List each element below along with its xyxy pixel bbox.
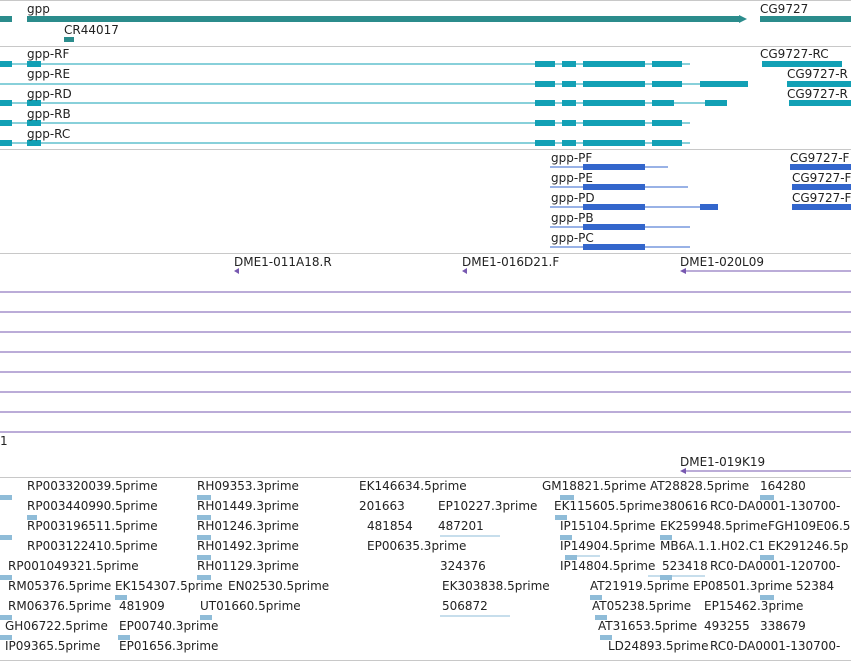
est-label: EP00635.3prime: [367, 539, 467, 553]
est-label: 481909: [119, 599, 165, 613]
est-label: 52384: [796, 579, 835, 593]
track-separator: [0, 149, 851, 150]
est-label: 380616: [662, 499, 708, 513]
est-label: RH09353.3prime: [197, 479, 299, 493]
est-label: IP14904.5prime: [560, 539, 656, 553]
est-label: GH06722.5prime: [5, 619, 108, 633]
est-label: RC0-DA0001-130700-: [710, 499, 841, 513]
protein-label: CG9727-F: [792, 191, 851, 205]
clone-index-label: 1: [0, 434, 8, 448]
gene-label: CG9727: [760, 2, 809, 16]
est-label: IP09365.5prime: [5, 639, 101, 653]
est-label: 201663: [359, 499, 405, 513]
est-label: FGH109E06.5: [768, 519, 851, 533]
transcript-label: gpp-RF: [27, 47, 70, 61]
est-label: EP00740.3prime: [119, 619, 219, 633]
est-label: RP003440990.5prime: [27, 499, 158, 513]
protein-track-features: [550, 164, 851, 250]
est-label: AT28828.5prime: [650, 479, 750, 493]
est-label: EP15462.3prime: [704, 599, 804, 613]
est-label: 481854: [367, 519, 413, 533]
gene-feature-gpp[interactable]: [0, 16, 12, 22]
protein-label: gpp-PC: [551, 231, 594, 245]
est-label: RP003196511.5prime: [27, 519, 158, 533]
est-label: 487201: [438, 519, 484, 533]
est-label: EK303838.5prime: [442, 579, 550, 593]
clone-track-features: [0, 268, 851, 474]
est-track-features: [0, 495, 774, 640]
est-label: RP003320039.5prime: [27, 479, 158, 493]
est-label: EK146634.5prime: [359, 479, 467, 493]
transcript-label: CG9727-RC: [760, 47, 829, 61]
est-label: EN02530.5prime: [228, 579, 330, 593]
gene-feature-cr44017[interactable]: [64, 37, 74, 42]
transcript-label: CG9727-R: [787, 67, 848, 81]
est-label: EP08501.3prime: [693, 579, 793, 593]
track-separator: [0, 46, 851, 47]
est-label: RH01129.3prime: [197, 559, 299, 573]
est-label: IP15104.5prime: [560, 519, 656, 533]
protein-label: gpp-PF: [551, 151, 593, 165]
protein-label: CG9727-F: [792, 171, 851, 185]
est-label: EP10227.3prime: [438, 499, 538, 513]
est-label: AT21919.5prime: [590, 579, 690, 593]
transcript-track-features: [0, 61, 851, 146]
est-label: 338679: [760, 619, 806, 633]
est-label: RH01492.3prime: [197, 539, 299, 553]
est-label: RM05376.5prime: [8, 579, 112, 593]
est-label: AT31653.5prime: [598, 619, 698, 633]
est-label: RC0-DA0001-130700-: [710, 639, 841, 653]
est-label: GM18821.5prime: [542, 479, 647, 493]
est-label: 523418: [662, 559, 708, 573]
est-label: EK154307.5prime: [115, 579, 223, 593]
est-label: RP003122410.5prime: [27, 539, 158, 553]
transcript-label: CG9727-R: [787, 87, 848, 101]
est-label: RC0-DA0001-120700-: [710, 559, 841, 573]
est-label: 324376: [440, 559, 486, 573]
est-label: EK259948.5prime: [660, 519, 768, 533]
est-label: RM06376.5prime: [8, 599, 112, 613]
track-separator: [0, 253, 851, 254]
est-label: 506872: [442, 599, 488, 613]
est-label: RH01246.3prime: [197, 519, 299, 533]
clone-label: DME1-020L09: [680, 255, 764, 269]
gene-feature-gpp[interactable]: [27, 16, 739, 22]
est-label: UT01660.5prime: [200, 599, 301, 613]
transcript-label: gpp-RE: [27, 67, 71, 81]
protein-label: gpp-PB: [551, 211, 594, 225]
est-label: AT05238.5prime: [592, 599, 692, 613]
est-label: EP01656.3prime: [119, 639, 219, 653]
est-label: LD24893.5prime: [608, 639, 709, 653]
protein-label: gpp-PE: [551, 171, 593, 185]
gene-feature-cg9727[interactable]: [760, 16, 851, 22]
transcript-label: gpp-RB: [27, 107, 71, 121]
est-label: 493255: [704, 619, 750, 633]
est-label: RH01449.3prime: [197, 499, 299, 513]
transcript-label: gpp-RC: [27, 127, 71, 141]
protein-label: CG9727-F: [790, 151, 850, 165]
est-label: EK291246.5p: [768, 539, 849, 553]
clone-label: DME1-019K19: [680, 455, 766, 469]
gene-label: CR44017: [64, 23, 119, 37]
gene-label: gpp: [27, 2, 50, 16]
est-label: EK115605.5prime: [554, 499, 662, 513]
clone-label: DME1-016D21.F: [462, 255, 560, 269]
gene-arrow: [739, 15, 747, 23]
est-label: RP001049321.5prime: [8, 559, 139, 573]
protein-label: gpp-PD: [551, 191, 595, 205]
est-label: MB6A.1.1.H02.C1: [660, 539, 766, 553]
transcript-label: gpp-RD: [27, 87, 72, 101]
est-label: IP14804.5prime: [560, 559, 656, 573]
clone-label: DME1-011A18.R: [234, 255, 332, 269]
track-separator: [0, 0, 851, 1]
track-separator: [0, 477, 851, 478]
est-label: 164280: [760, 479, 806, 493]
